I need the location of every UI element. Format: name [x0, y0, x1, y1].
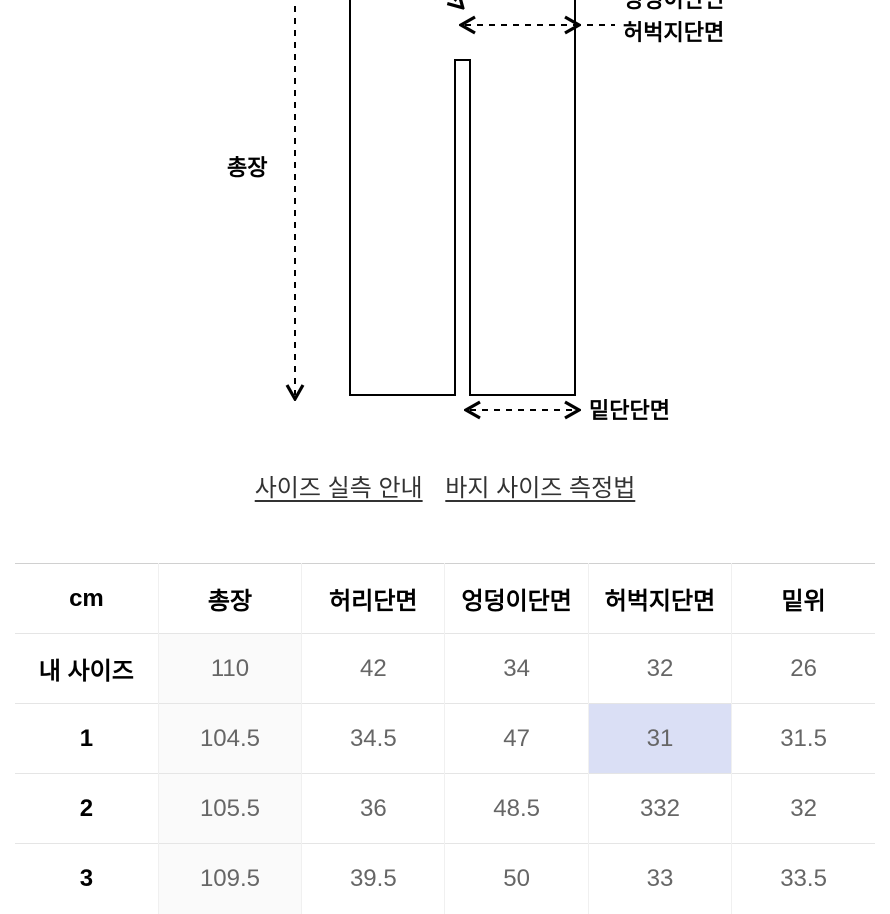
pants-diagram-svg: [15, 0, 875, 440]
size-cell: 34: [445, 634, 588, 704]
label-length: 총장: [227, 150, 267, 182]
col-header: 밑위: [732, 564, 875, 634]
label-top-partial: 엉덩이단면: [623, 0, 724, 14]
size-cell: 33.5: [732, 844, 875, 914]
row-label: 2: [15, 774, 158, 844]
size-cell: 31: [588, 704, 731, 774]
size-cell: 32: [732, 774, 875, 844]
table-row: 2105.53648.533232: [15, 774, 875, 844]
table-header-row: cm 총장 허리단면 엉덩이단면 허벅지단면 밑위: [15, 564, 875, 634]
row-label: 3: [15, 844, 158, 914]
label-thigh: 허벅지단면: [623, 15, 724, 47]
row-label: 내 사이즈: [15, 634, 158, 704]
size-cell: 39.5: [302, 844, 445, 914]
size-cell: 36: [302, 774, 445, 844]
size-cell: 105.5: [158, 774, 301, 844]
size-cell: 110: [158, 634, 301, 704]
col-header: 허벅지단면: [588, 564, 731, 634]
size-table: cm 총장 허리단면 엉덩이단면 허벅지단면 밑위 내 사이즈110423432…: [15, 563, 875, 914]
col-header: 엉덩이단면: [445, 564, 588, 634]
table-row: 내 사이즈11042343226: [15, 634, 875, 704]
size-cell: 32: [588, 634, 731, 704]
size-cell: 33: [588, 844, 731, 914]
size-cell: 42: [302, 634, 445, 704]
size-cell: 31.5: [732, 704, 875, 774]
size-cell: 48.5: [445, 774, 588, 844]
size-cell: 34.5: [302, 704, 445, 774]
label-hem: 밑단단면: [589, 393, 670, 425]
link-size-guide[interactable]: 사이즈 실측 안내: [255, 475, 423, 502]
table-row: 3109.539.5503333.5: [15, 844, 875, 914]
size-cell: 104.5: [158, 704, 301, 774]
row-label: 1: [15, 704, 158, 774]
size-cell: 332: [588, 774, 731, 844]
col-header: 총장: [158, 564, 301, 634]
table-row: 1104.534.5473131.5: [15, 704, 875, 774]
size-cell: 26: [732, 634, 875, 704]
unit-header: cm: [15, 564, 158, 634]
size-diagram: 엉덩이단면 허벅지단면 총장 밑단단면: [15, 0, 875, 440]
help-links: 사이즈 실측 안내 바지 사이즈 측정법: [15, 468, 875, 503]
col-header: 허리단면: [302, 564, 445, 634]
size-cell: 50: [445, 844, 588, 914]
size-cell: 109.5: [158, 844, 301, 914]
size-cell: 47: [445, 704, 588, 774]
link-size-method[interactable]: 바지 사이즈 측정법: [445, 475, 635, 502]
